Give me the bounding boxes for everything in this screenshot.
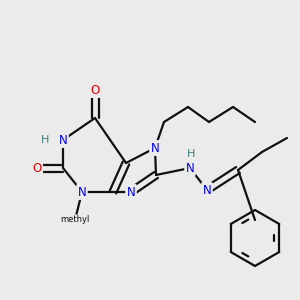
Text: N: N <box>78 185 86 199</box>
Text: O: O <box>32 161 42 175</box>
Text: H: H <box>187 149 195 159</box>
Text: N: N <box>202 184 211 196</box>
Text: N: N <box>151 142 159 154</box>
Text: N: N <box>186 161 194 175</box>
Text: N: N <box>127 185 135 199</box>
Text: N: N <box>58 134 68 146</box>
Text: H: H <box>41 135 49 145</box>
Text: methyl: methyl <box>60 215 90 224</box>
Text: O: O <box>90 83 100 97</box>
